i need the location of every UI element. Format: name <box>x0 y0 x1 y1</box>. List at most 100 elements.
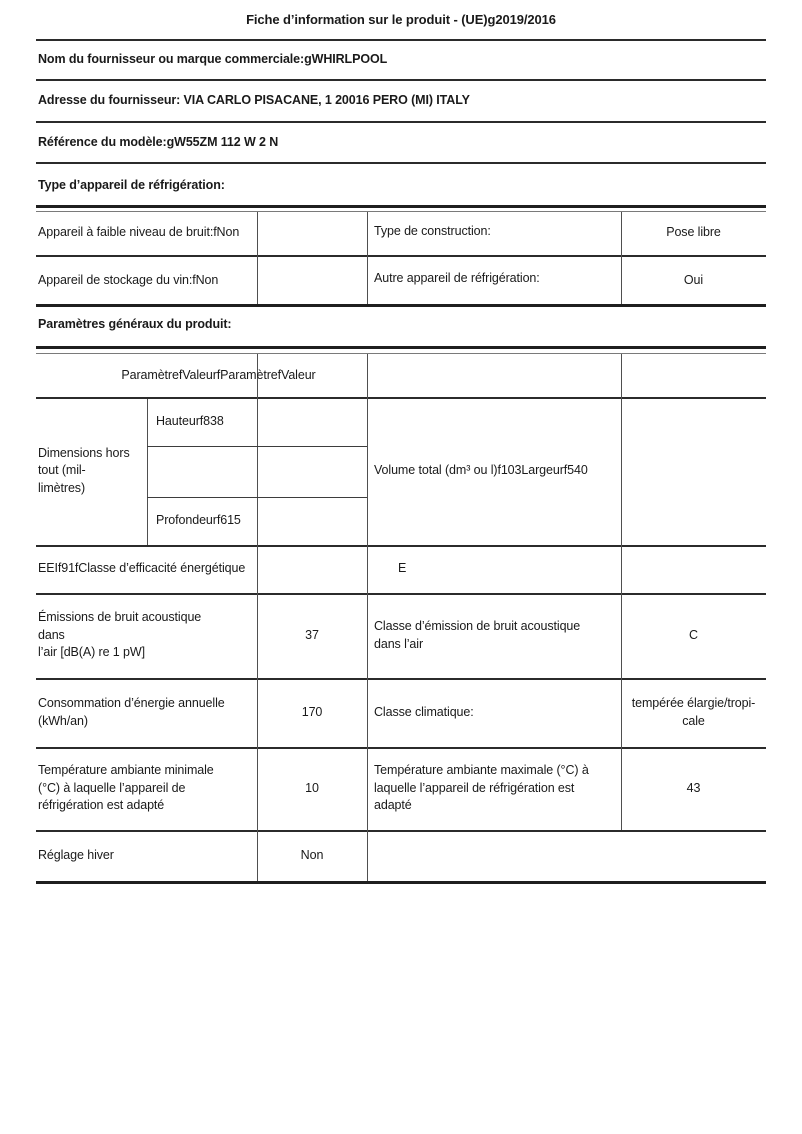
table-row-divider <box>36 545 766 547</box>
cell-text: tempérée élargie/tropi- <box>631 696 756 710</box>
max-temperature-value-cell: 43 <box>621 747 766 830</box>
cell-text: 43 <box>686 780 701 795</box>
table-border-bottom <box>36 304 766 307</box>
noise-class-value-cell: C <box>621 593 766 678</box>
cell-text: Hauteurf838 <box>156 413 224 428</box>
climate-class-value-cell: tempérée élargie/tropi- cale <box>621 678 766 747</box>
table-row-divider <box>36 678 766 680</box>
model-reference-field: Référence du modèle:gW55ZM 112 W 2 N <box>38 135 279 149</box>
cell-text: (kWh/an) <box>38 713 88 728</box>
eei-label-cell: EEIf91fClasse d’efficacité énergétique <box>38 545 245 593</box>
cell-text: Autre appareil de réfrigération: <box>374 270 540 285</box>
cell-text: Appareil de stockage du vin:fNon <box>38 272 219 287</box>
total-volume-cell: Volume total (dm³ ou l)f103Largeurf540 <box>374 397 588 545</box>
noise-class-label-cell: Classe d’émission de bruit acoustique da… <box>374 593 580 678</box>
table-border-top <box>36 346 766 349</box>
cell-text: Température ambiante minimale <box>38 763 214 778</box>
table-border-top <box>36 205 766 208</box>
table-column-divider <box>367 212 368 304</box>
cell-text: Émissions de bruit acoustique <box>38 610 202 625</box>
section-heading-appliance-type: Type d’appareil de réfrigération: <box>38 178 225 192</box>
cell-text: cale <box>682 713 705 728</box>
eei-value-cell: E <box>398 545 406 593</box>
cell-text: Température ambiante maximale (°C) à <box>374 763 589 778</box>
cell-text: 37 <box>305 627 319 642</box>
table-column-divider <box>257 354 258 881</box>
supplier-address-field: Adresse du fournisseur: VIA CARLO PISACA… <box>38 93 470 107</box>
table-border-inner-top <box>36 211 766 212</box>
cell-text: adapté <box>374 798 412 813</box>
divider-line <box>36 162 766 164</box>
table-column-divider <box>621 354 622 830</box>
table-border-inner-top <box>36 353 766 354</box>
construction-type-label-cell: Type de construction: <box>374 210 491 254</box>
energy-consumption-label-cell: Consommation d’énergie annuelle (kWh/an) <box>38 678 225 747</box>
cell-text: Classe climatique: <box>374 704 474 719</box>
dimensions-label-cell: Dimensions hors tout (mil- limètres) <box>38 397 130 545</box>
min-temperature-label-cell: Température ambiante minimale (°C) à laq… <box>38 747 214 830</box>
min-temperature-value-cell: 10 <box>257 747 367 830</box>
divider-line <box>36 121 766 123</box>
dimensions-column-divider <box>147 399 148 545</box>
cell-text: C <box>689 627 698 642</box>
max-temperature-label-cell: Température ambiante maximale (°C) à laq… <box>374 747 589 830</box>
cell-text: Réglage hiver <box>38 847 114 862</box>
cell-text: Pose libre <box>666 225 721 240</box>
cell-text: Volume total (dm³ ou l)f103Largeurf540 <box>374 463 588 478</box>
cell-text: Consommation d’énergie annuelle <box>38 696 225 710</box>
cell-text: Oui <box>683 272 704 287</box>
table-row-divider <box>36 593 766 595</box>
wine-storage-cell: Appareil de stockage du vin:fNon <box>38 257 218 304</box>
cell-text: 10 <box>305 780 319 795</box>
energy-consumption-value-cell: 170 <box>257 678 367 747</box>
cell-text: l’air [dB(A) re 1 pW] <box>38 645 145 660</box>
cell-text: dans <box>38 627 65 642</box>
cell-text: EEIf91fClasse d’efficacité énergétique <box>38 561 246 576</box>
height-cell: Hauteurf838 <box>156 397 224 446</box>
cell-text: Classe d’émission de bruit acoustique <box>374 619 581 633</box>
cell-text: dans l’air <box>374 636 424 651</box>
depth-cell: Profondeurf615 <box>156 497 241 545</box>
cell-text: (°C) à laquelle l’appareil de <box>38 780 186 795</box>
cell-text: réfrigération est adapté <box>38 798 165 813</box>
supplier-name-field: Nom du fournisseur ou marque commerciale… <box>38 52 388 66</box>
winter-setting-value-cell: Non <box>257 830 367 881</box>
dimensions-row-divider <box>147 446 367 447</box>
cell-text: E <box>398 561 407 576</box>
cell-text: 170 <box>301 704 323 719</box>
cell-text: Non <box>300 847 324 862</box>
climate-class-label-cell: Classe climatique: <box>374 678 474 747</box>
low-noise-cell: Appareil à faible niveau de bruit:fNon <box>38 211 239 255</box>
other-appliance-label-cell: Autre appareil de réfrigération: <box>374 255 540 302</box>
page-title: Fiche d’information sur le produit - (UE… <box>246 12 556 27</box>
cell-text: laquelle l’appareil de réfrigération est <box>374 780 575 795</box>
table-header-cell: ParamètrefValeurfParamètrefValeur <box>36 354 367 397</box>
winter-setting-label-cell: Réglage hiver <box>38 830 114 881</box>
table-column-divider <box>621 212 622 304</box>
noise-emission-label-cell: Émissions de bruit acoustique dans l’air… <box>38 593 201 678</box>
cell-text: Type de construction: <box>374 224 491 239</box>
table-row-divider <box>36 255 766 257</box>
section-heading-general-parameters: Paramètres généraux du produit: <box>38 317 232 331</box>
divider-line <box>36 39 766 41</box>
table-row-divider <box>36 747 766 749</box>
cell-text: ParamètrefValeurfParamètrefValeur <box>121 367 316 382</box>
table-column-divider <box>257 212 258 304</box>
cell-text: Profondeurf615 <box>156 513 241 528</box>
cell-text: Appareil à faible niveau de bruit:fNon <box>38 225 240 240</box>
table-row-divider <box>36 397 766 399</box>
cell-text: limètres) <box>38 480 86 495</box>
table-column-divider <box>367 354 368 881</box>
other-appliance-value-cell: Oui <box>621 257 766 304</box>
cell-text: tout (mil- <box>38 463 86 478</box>
table-row-divider <box>36 830 766 832</box>
divider-line <box>36 79 766 81</box>
cell-text: Dimensions hors <box>38 445 130 460</box>
construction-type-value-cell: Pose libre <box>621 211 766 255</box>
dimensions-row-divider <box>147 497 367 498</box>
noise-emission-value-cell: 37 <box>257 593 367 678</box>
table-border-bottom <box>36 881 766 884</box>
